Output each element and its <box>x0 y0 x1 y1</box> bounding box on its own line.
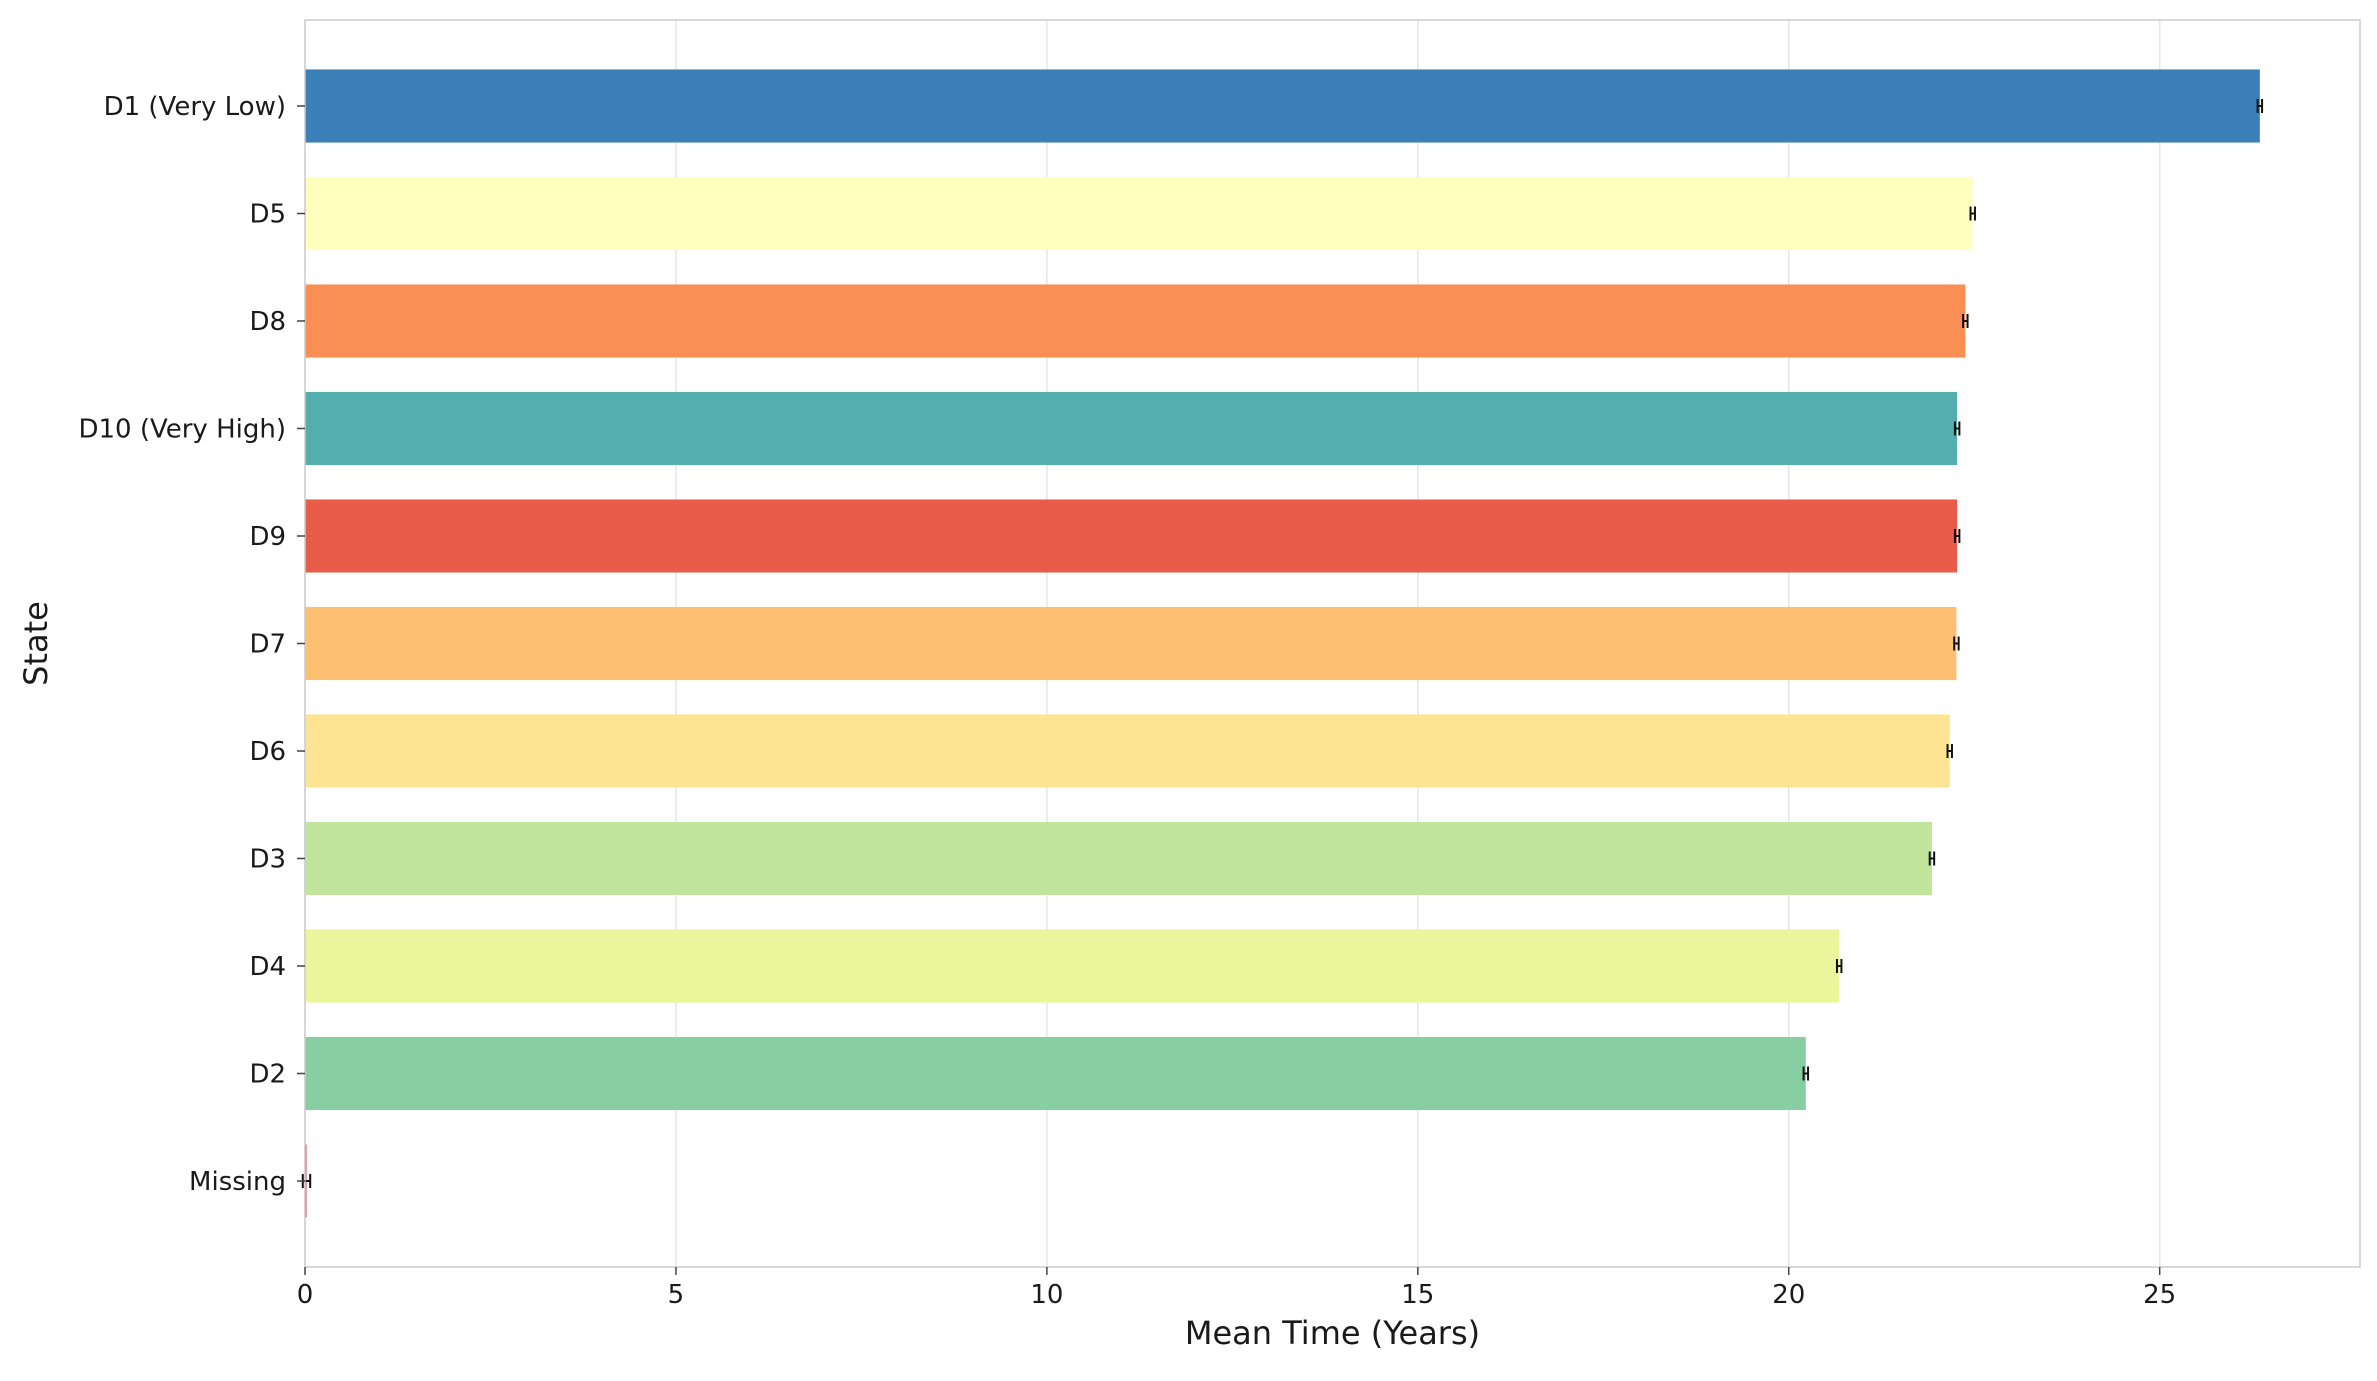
x-tick-label: 10 <box>1030 1280 1063 1310</box>
y-tick-label: D7 <box>249 630 286 660</box>
bar <box>305 821 1932 896</box>
y-tick-label: D10 (Very High) <box>78 415 286 445</box>
bar <box>305 1036 1806 1111</box>
bar <box>305 714 1950 788</box>
y-tick-label: D8 <box>249 307 286 337</box>
bar <box>305 929 1840 1003</box>
y-axis-ticks: D1 (Very Low) D5 D8 D10 (Very High) D9 D7 D6 D3… <box>78 92 305 1197</box>
x-tick-label: 0 <box>297 1280 314 1310</box>
bar <box>305 499 1958 573</box>
bar <box>305 391 1958 466</box>
y-tick-label: D6 <box>249 737 286 767</box>
y-tick-label: D9 <box>249 522 286 552</box>
y-tick-label: Missing <box>189 1167 286 1197</box>
y-tick-label: D4 <box>249 952 286 982</box>
y-tick-label: D5 <box>249 200 286 230</box>
bar <box>305 69 2260 143</box>
y-tick-label: D1 (Very Low) <box>104 92 286 122</box>
y-tick-label: D3 <box>249 845 286 875</box>
x-tick-label: 5 <box>668 1280 685 1310</box>
bar <box>305 176 1973 251</box>
x-axis-ticks: 0 5 10 15 20 25 <box>297 1267 2176 1310</box>
x-axis-title: Mean Time (Years) <box>1185 1314 1480 1352</box>
bar <box>305 606 1957 681</box>
bar <box>305 284 1966 358</box>
x-tick-label: 25 <box>2143 1280 2176 1310</box>
x-tick-label: 20 <box>1772 1280 1805 1310</box>
bars <box>305 69 2260 1218</box>
y-tick-label: D2 <box>249 1060 286 1090</box>
y-axis-title: State <box>17 601 55 686</box>
x-tick-label: 15 <box>1401 1280 1434 1310</box>
